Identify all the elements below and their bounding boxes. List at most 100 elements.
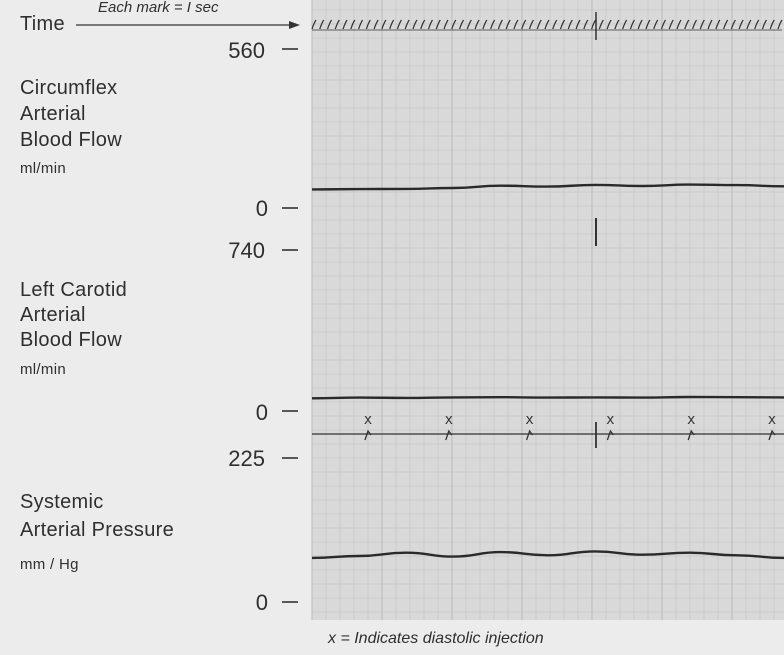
time-mark (777, 19, 783, 30)
time-mark (761, 19, 767, 30)
time-mark (358, 19, 364, 30)
time-mark (521, 19, 527, 30)
time-arrow-head (289, 21, 300, 29)
time-mark (458, 19, 465, 30)
time-mark (396, 19, 402, 30)
time-mark (754, 19, 760, 30)
time-mark (319, 19, 325, 30)
time-mark (482, 19, 488, 30)
pressure-label-line2: Arterial Pressure (20, 519, 175, 541)
time-mark (559, 19, 566, 30)
carotid-ymax-label: 740 (228, 238, 265, 263)
time-mark (699, 19, 705, 30)
time-mark (738, 19, 744, 30)
axis-ticks (282, 48, 298, 603)
time-mark (622, 19, 628, 30)
time-mark (373, 19, 379, 30)
time-mark (427, 19, 434, 30)
time-mark (334, 19, 340, 30)
trace-carotid (311, 395, 784, 400)
carotid-label-line3: Blood Flow (20, 329, 122, 351)
pressure-unit: mm / Hg (20, 556, 79, 573)
time-mark (311, 19, 317, 30)
time-mark (466, 19, 472, 30)
time-mark (412, 19, 418, 30)
time-mark (676, 19, 682, 30)
pressure-ymax-label: 225 (228, 446, 265, 471)
time-mark (575, 19, 581, 30)
time-mark (723, 19, 729, 30)
time-mark (660, 19, 667, 30)
time-mark (552, 19, 558, 30)
circumflex-label-line1: Circumflex (20, 77, 118, 99)
time-note: Each mark = I sec (98, 0, 219, 16)
time-mark (606, 19, 612, 30)
time-mark (490, 19, 496, 30)
traces (311, 183, 784, 560)
time-mark (381, 19, 387, 30)
time-mark (684, 19, 690, 30)
chart-grid (311, 0, 784, 620)
time-mark (544, 19, 550, 30)
time-mark (435, 19, 441, 30)
time-label: Time (20, 13, 65, 35)
injection-x-label: x (364, 412, 372, 428)
time-mark (668, 19, 674, 30)
time-mark (746, 19, 752, 30)
time-mark (730, 19, 736, 30)
injection-mark (606, 429, 614, 441)
pressure-label-line1: Systemic (20, 491, 104, 513)
time-mark (528, 19, 534, 30)
time-mark (707, 19, 713, 30)
time-mark (598, 19, 604, 30)
circumflex-unit: ml/min (20, 160, 66, 177)
injection-mark (445, 429, 453, 441)
time-mark (342, 19, 348, 30)
footnote: x = Indicates diastolic injection (328, 630, 544, 647)
time-marks (311, 19, 783, 31)
injection-x-label: x (687, 412, 695, 428)
time-mark (474, 19, 480, 30)
carotid-label-line2: Arterial (20, 304, 86, 326)
time-mark (769, 19, 775, 30)
injection-mark (364, 429, 372, 441)
time-mark (497, 19, 503, 30)
injection-mark (687, 429, 695, 441)
time-mark (420, 19, 426, 30)
injection-mark (525, 429, 534, 441)
time-mark (583, 19, 589, 30)
injection-x-label: x (525, 412, 533, 428)
time-mark (653, 19, 659, 30)
time-mark (505, 19, 511, 30)
time-mark (629, 19, 635, 30)
injection-x-label: x (445, 412, 453, 428)
time-mark (513, 19, 519, 30)
time-mark (691, 19, 698, 30)
time-mark (443, 19, 449, 30)
time-mark (637, 19, 643, 30)
carotid-ymin-label: 0 (255, 400, 268, 425)
time-mark (365, 19, 371, 30)
circumflex-ymax-label: 560 (228, 38, 265, 63)
time-mark (404, 19, 410, 30)
carotid-label-line1: Left Carotid (20, 279, 127, 301)
time-mark (536, 19, 542, 30)
time-mark (389, 19, 395, 30)
circumflex-label-line2: Arterial (20, 103, 86, 125)
time-mark (326, 19, 333, 30)
injection-x-label: x (768, 412, 776, 428)
chart-paper (312, 0, 784, 620)
time-mark (451, 19, 457, 30)
circumflex-ymin-label: 0 (255, 196, 268, 221)
carotid-unit: ml/min (20, 361, 66, 378)
time-mark (645, 19, 651, 30)
time-mark (567, 19, 573, 30)
trace-pressure (311, 550, 784, 560)
injection-mark (768, 429, 776, 441)
time-mark (350, 19, 356, 30)
trace-circumflex (311, 183, 784, 191)
circumflex-label-line3: Blood Flow (20, 129, 122, 151)
